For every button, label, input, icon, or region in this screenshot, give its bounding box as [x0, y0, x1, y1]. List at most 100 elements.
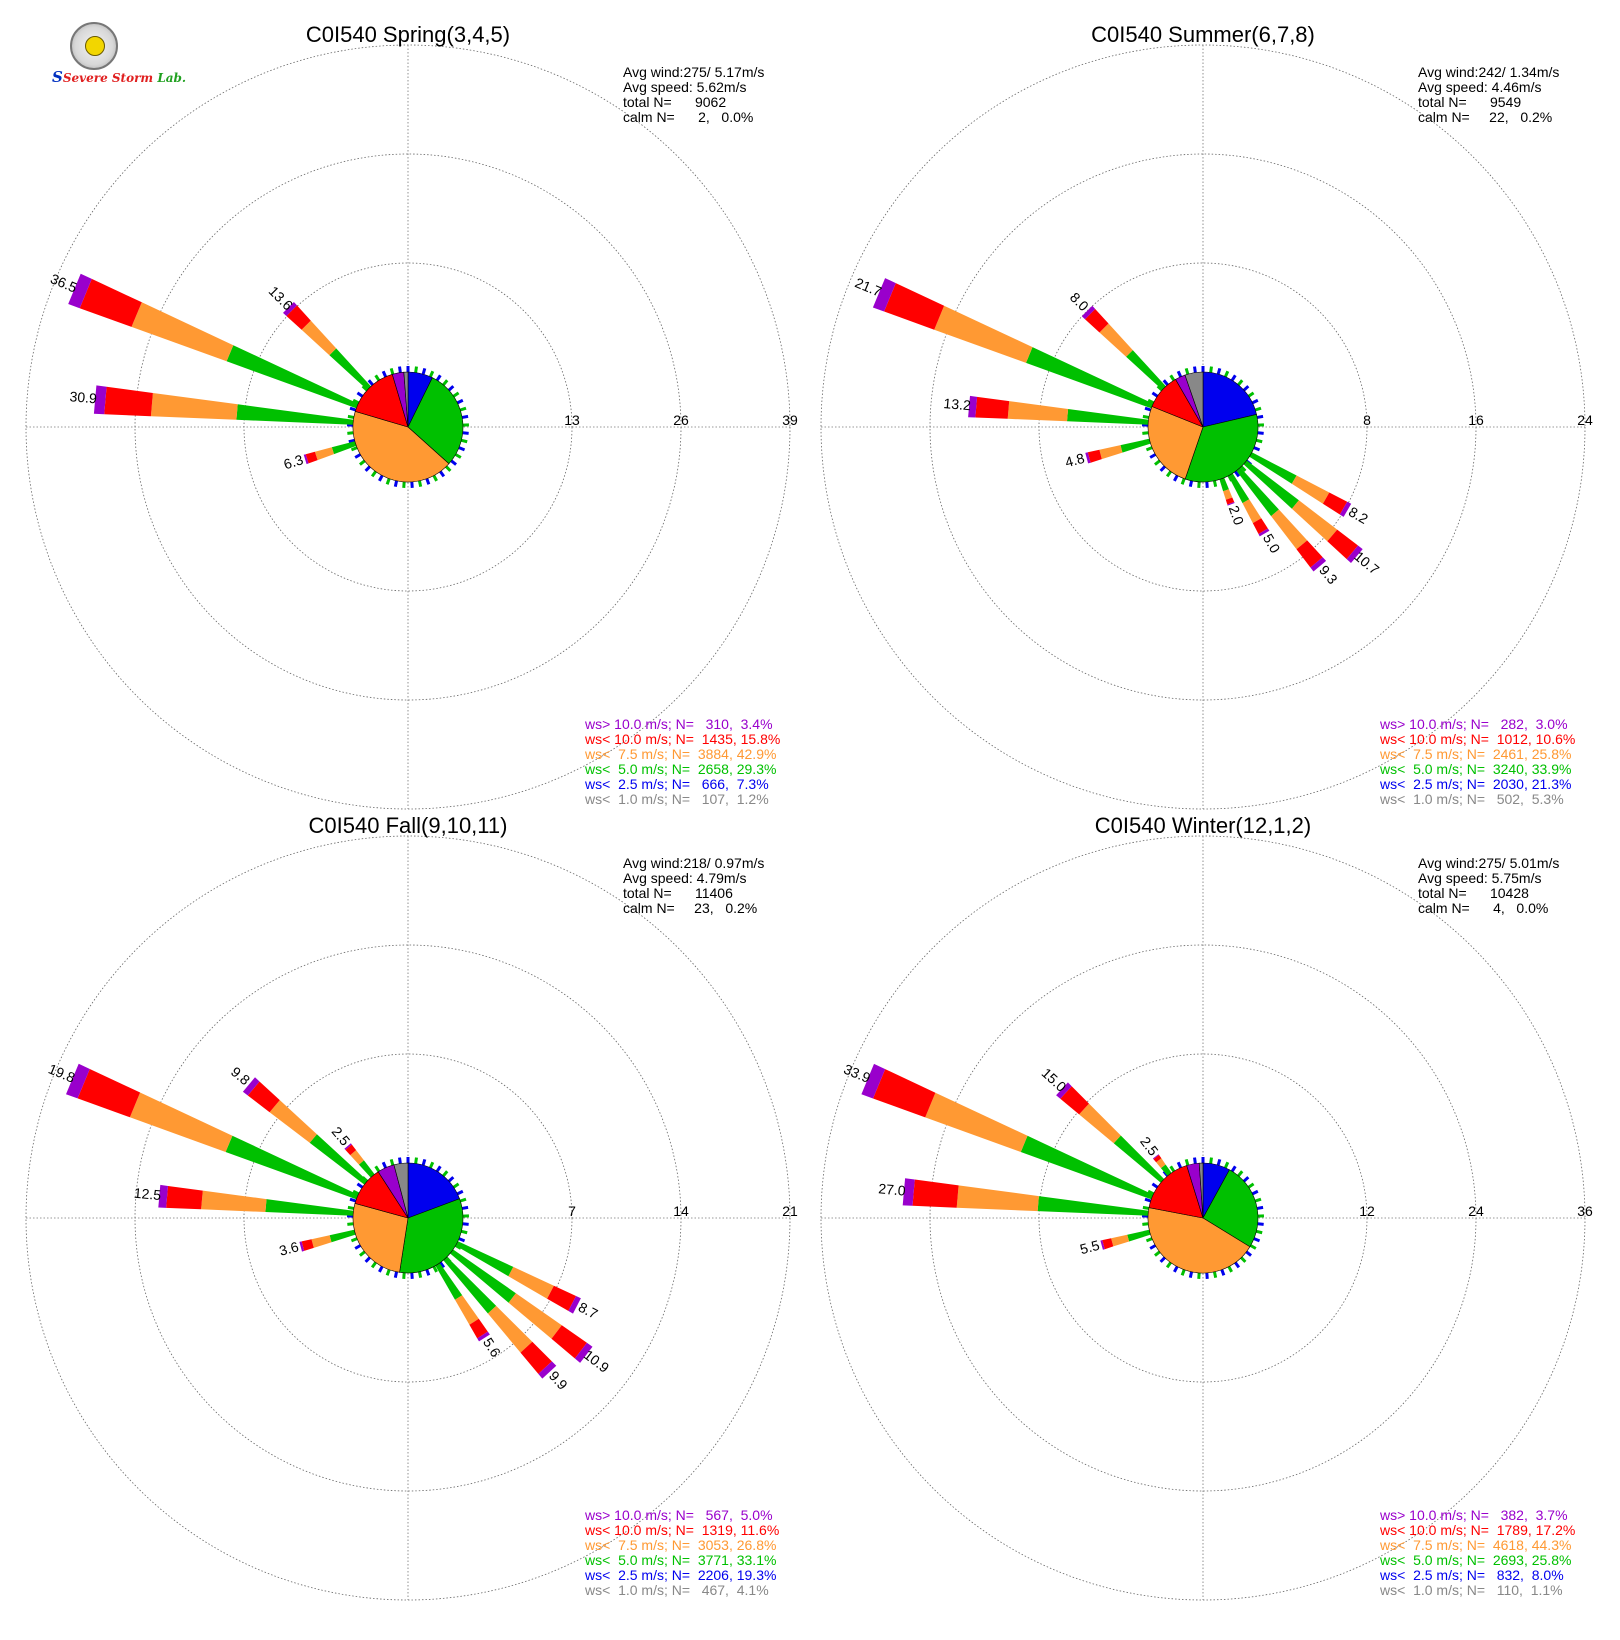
- petal-segment: [925, 1092, 1028, 1152]
- petal-segment: [1258, 528, 1270, 537]
- petal-segment: [574, 1342, 593, 1363]
- direction-tick: [347, 414, 355, 419]
- university-seal-icon: [70, 22, 118, 70]
- legend-entry: ws< 1.0 m/s; N= 107, 1.2%: [584, 791, 769, 807]
- petal-segment: [1160, 1164, 1172, 1176]
- petal-segment: [1219, 477, 1229, 492]
- direction-tick: [348, 438, 355, 444]
- direction-tick: [1234, 470, 1241, 478]
- range-ring: [25, 835, 791, 1601]
- range-ring: [929, 944, 1477, 1492]
- petal-segment: [477, 1331, 490, 1342]
- pie-slice: [1147, 1207, 1251, 1274]
- direction-tick: [361, 385, 369, 392]
- direction-tick: [1251, 398, 1259, 405]
- petal-segment: [508, 1266, 554, 1299]
- direction-tick: [364, 465, 371, 472]
- direction-tick: [1257, 431, 1264, 435]
- petal-segment: [1291, 475, 1330, 504]
- direction-tick: [439, 470, 446, 478]
- legend-entry: ws< 2.5 m/s; N= 666, 7.3%: [584, 776, 769, 792]
- petal-segment: [538, 1361, 557, 1379]
- petal-segment: [861, 1063, 886, 1099]
- petal-segment: [508, 1293, 562, 1339]
- direction-tick: [1253, 446, 1261, 452]
- petal-segment: [129, 1092, 233, 1152]
- petal-segment: [1099, 323, 1133, 357]
- stats-line: Avg wind:242/ 1.34m/s: [1418, 64, 1559, 80]
- petal-segment: [469, 1318, 488, 1339]
- petal: 13.2: [943, 395, 1149, 425]
- petal-segment: [1102, 1238, 1114, 1250]
- petal-segment: [934, 305, 1033, 363]
- pie-slice: [403, 371, 409, 428]
- legend-entry: ws> 10.0 m/s; N= 282, 3.0%: [1379, 716, 1568, 732]
- petal-segment: [1243, 460, 1299, 509]
- petal-segment: [1153, 1154, 1162, 1163]
- petal-segment: [1228, 473, 1250, 504]
- direction-tick: [417, 1271, 423, 1278]
- pie-slice: [393, 1162, 409, 1219]
- ring-label: 39: [782, 412, 798, 428]
- ring-label: 24: [1468, 1203, 1484, 1219]
- legend-entry: ws< 2.5 m/s; N= 2030, 21.3%: [1379, 776, 1571, 792]
- petal-segment: [1271, 509, 1308, 550]
- direction-tick: [1220, 1269, 1226, 1276]
- legend-entry: ws< 5.0 m/s; N= 2658, 29.3%: [584, 761, 776, 777]
- pie-slice: [1148, 1165, 1204, 1219]
- direction-tick: [452, 391, 460, 398]
- petal-segment: [455, 1241, 514, 1277]
- petal-segment: [345, 1144, 357, 1156]
- direction-tick: [349, 406, 357, 412]
- range-ring: [243, 1053, 573, 1383]
- stats-line: Avg wind:275/ 5.01m/s: [1418, 855, 1559, 871]
- ring-label: 7: [568, 1203, 576, 1219]
- direction-tick: [385, 1269, 391, 1276]
- direction-tick: [459, 1197, 467, 1203]
- direction-tick: [378, 474, 384, 482]
- direction-tick: [352, 1189, 360, 1196]
- panel-title: C0I540 Winter(12,1,2): [1095, 813, 1311, 838]
- direction-tick: [1256, 438, 1263, 444]
- direction-tick: [458, 1237, 466, 1243]
- petal-segment: [150, 393, 238, 420]
- direction-tick: [1240, 1256, 1247, 1263]
- direction-tick: [429, 1161, 435, 1169]
- direction-tick: [393, 480, 399, 487]
- stats-line: calm N= 22, 0.2%: [1418, 109, 1552, 125]
- direction-tick: [1145, 1237, 1153, 1243]
- ring-label: 14: [673, 1203, 689, 1219]
- petal-segment: [968, 395, 978, 418]
- pie-slice: [354, 373, 409, 428]
- petal-segment: [265, 1199, 354, 1216]
- petal-label: 5.0: [1260, 531, 1284, 556]
- direction-tick: [398, 1157, 402, 1164]
- direction-tick: [435, 374, 442, 382]
- legend-entry: ws> 10.0 m/s; N= 382, 3.7%: [1379, 1507, 1568, 1523]
- direction-tick: [1159, 1256, 1166, 1263]
- direction-tick: [1180, 1269, 1186, 1276]
- petal-segment: [247, 1081, 280, 1113]
- petal: 8.0: [1067, 289, 1166, 390]
- petal-segment: [225, 1135, 359, 1200]
- petal-segment: [166, 1186, 203, 1210]
- stats-line: Avg wind:218/ 0.97m/s: [623, 855, 764, 871]
- petal-segment: [956, 1185, 1039, 1212]
- petal: 36.5: [48, 270, 359, 409]
- direction-tick: [1254, 1197, 1262, 1203]
- direction-tick: [421, 1158, 427, 1166]
- legend-entry: ws< 10.0 m/s; N= 1319, 11.6%: [584, 1522, 779, 1538]
- direction-tick: [1253, 1237, 1261, 1243]
- petal-segment: [1087, 449, 1102, 463]
- ring-label: 24: [1577, 412, 1593, 428]
- direction-tick: [1173, 474, 1179, 482]
- direction-tick: [417, 480, 423, 487]
- direction-tick: [432, 1265, 438, 1273]
- direction-tick: [354, 453, 362, 459]
- direction-tick: [356, 1182, 364, 1189]
- lab-logo-text: SSevere Storm Lab.: [52, 68, 187, 86]
- petal-segment: [358, 1160, 375, 1178]
- petal-segment: [551, 1325, 587, 1359]
- petal-segment: [450, 1249, 516, 1303]
- petal: 12.5: [133, 1185, 354, 1216]
